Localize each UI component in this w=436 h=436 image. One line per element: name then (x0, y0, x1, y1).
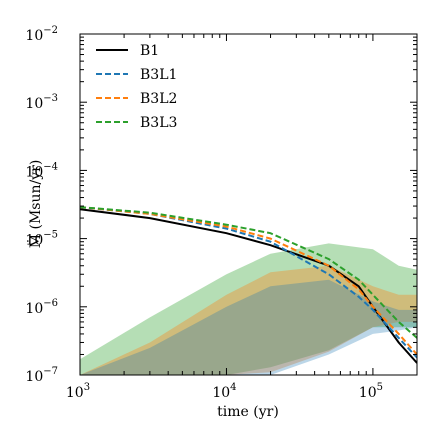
y-tick-label: 10−2 (25, 25, 58, 44)
legend-label-b3l1: B3L1 (140, 67, 177, 83)
x-tick-label: 105 (359, 382, 383, 401)
series-line-b3l1 (80, 206, 417, 359)
x-tick-label: 103 (66, 382, 90, 401)
confidence-bands (80, 243, 417, 375)
band-b3l2 (80, 265, 417, 375)
x-axis-label: time (yr) (217, 404, 279, 420)
x-tick-label: 104 (212, 382, 236, 401)
y-tick-label: 10−6 (25, 298, 58, 317)
y-tick-label: 10−7 (25, 366, 58, 385)
legend-label-b3l2: B3L2 (140, 91, 177, 107)
plot-frame (79, 33, 418, 376)
series-line-b3l2 (80, 206, 417, 356)
band-b3l1 (80, 279, 417, 375)
series-lines (80, 206, 417, 364)
legend-label-b1: B1 (140, 43, 159, 59)
y-tick-label: 10−3 (25, 93, 58, 112)
legend-label-b3l3: B3L3 (140, 115, 177, 131)
axis-ticks: 103 104 105 10−7 10−6 10−5 10−4 10−3 10−2 (25, 25, 418, 401)
series-line-b3l3 (80, 206, 417, 339)
y-tick-label: 10−5 (25, 230, 58, 249)
y-tick-label: 10−4 (25, 161, 58, 180)
legend: B1 B3L1 B3L2 B3L3 (96, 43, 177, 131)
y-axis-label: Ṁ (Msun/yr) (26, 160, 44, 249)
